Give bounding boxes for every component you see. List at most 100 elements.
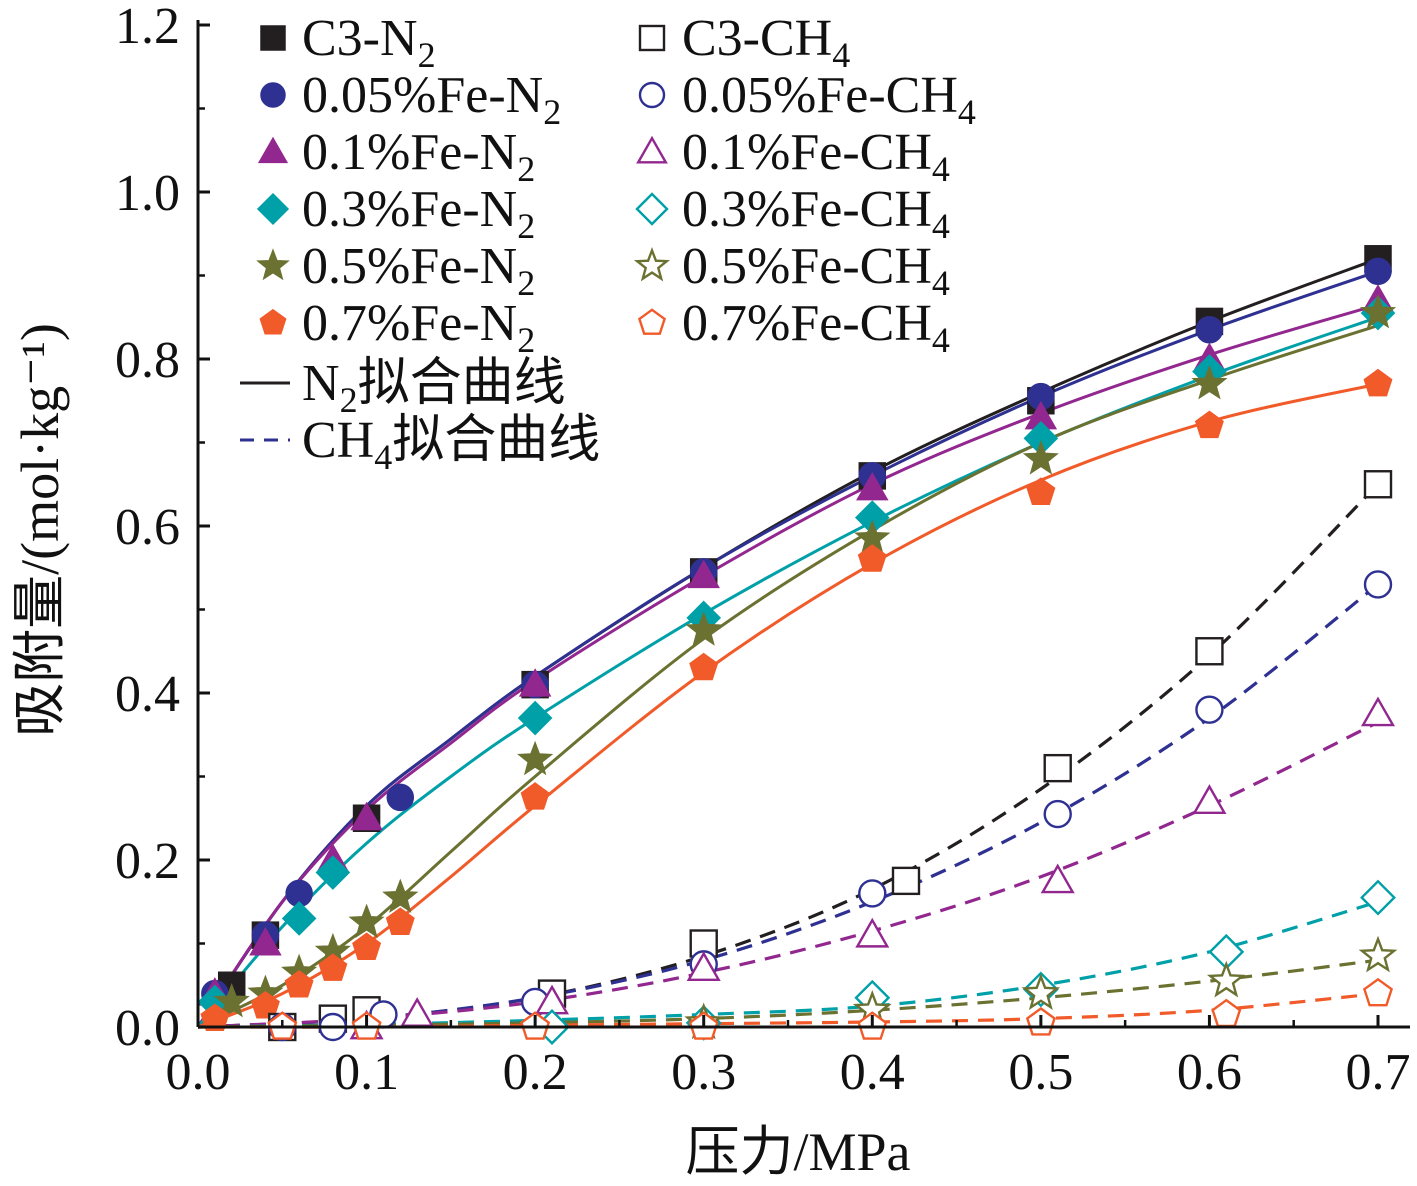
- data-point: [891, 866, 921, 896]
- legend-item-0-1pctfe-ch4: 0.1%Fe-CH4: [636, 124, 950, 189]
- data-point: [856, 471, 889, 501]
- fit-curve-0-05pctfe-n2: [196, 269, 1379, 1028]
- legend-marker: [256, 192, 290, 226]
- data-point: [517, 700, 553, 736]
- data-point: [1360, 879, 1396, 916]
- legend-item-0-3pctfe-n2: 0.3%Fe-N2: [256, 181, 535, 246]
- data-point: [1211, 998, 1242, 1028]
- legend-marker: [257, 136, 289, 164]
- legend-fit-solid: N2拟合曲线: [240, 355, 566, 420]
- data-point: [685, 611, 722, 646]
- legend-marker: [633, 247, 671, 282]
- legend-label: 0.7%Fe-CH4: [682, 295, 950, 360]
- data-point: [1040, 863, 1075, 894]
- data-point: [1191, 364, 1228, 400]
- y-tick-label: 1.0: [115, 165, 180, 222]
- legend-item-0-05pctfe-n2: 0.05%Fe-N2: [260, 67, 561, 132]
- data-point: [386, 783, 415, 812]
- legend-label: 0.5%Fe-N2: [302, 238, 535, 303]
- legend-label: 0.05%Fe-CH4: [682, 67, 976, 132]
- data-point: [1364, 257, 1392, 286]
- legend-marker: [637, 308, 667, 335]
- data-point: [1043, 799, 1072, 829]
- data-point: [1043, 753, 1072, 783]
- data-point: [1195, 695, 1224, 724]
- data-point: [400, 997, 435, 1027]
- data-point: [1362, 977, 1394, 1007]
- data-point: [855, 917, 890, 948]
- data-point: [1021, 973, 1061, 1011]
- legend-label: 0.3%Fe-CH4: [682, 181, 950, 246]
- legend-label: CH4拟合曲线: [302, 412, 600, 477]
- data-point: [1192, 784, 1227, 814]
- axes: 0.0 0.2 0.4 0.6 0.8 1.0 1.2 0.0 0.1 0.2 0.3 0.4 0.5 0…: [10, 0, 1411, 1182]
- data-point: [1363, 570, 1393, 599]
- legend-label: 0.05%Fe-N2: [302, 67, 561, 132]
- data-point: [352, 932, 382, 960]
- legend-label: C3-N2: [302, 10, 436, 75]
- fit-curve-0-1pctfe-ch4: [197, 720, 1379, 1029]
- data-point: [382, 878, 419, 913]
- data-point: [385, 907, 415, 935]
- data-point: [858, 879, 887, 908]
- data-point: [1022, 440, 1059, 475]
- x-tick-label: 0.6: [1177, 1044, 1242, 1101]
- legend-item-c3-ch4: C3-CH4: [638, 10, 850, 75]
- data-point: [250, 990, 280, 1019]
- data-points: [197, 245, 1398, 1045]
- fit-curve-0-5pctfe-n2: [197, 324, 1379, 1029]
- legend-label: 0.3%Fe-N2: [302, 181, 535, 246]
- data-point: [687, 559, 720, 589]
- x-tick-label: 0.0: [166, 1044, 231, 1101]
- legend-item-c3-n2: C3-N2: [260, 10, 436, 75]
- x-axis-title: 压力/MPa: [685, 1122, 910, 1181]
- data-point: [318, 953, 348, 981]
- data-point: [1360, 696, 1396, 727]
- legend-item-0-05pctfe-ch4: 0.05%Fe-CH4: [638, 67, 976, 132]
- legend-item-0-5pctfe-n2: 0.5%Fe-N2: [256, 238, 535, 303]
- data-point: [1206, 960, 1246, 998]
- x-tick-label: 0.1: [334, 1044, 399, 1101]
- data-point: [1195, 637, 1224, 666]
- x-tick-label: 0.7: [1346, 1044, 1411, 1101]
- legend-item-0-7pctfe-ch4: 0.7%Fe-CH4: [637, 295, 950, 360]
- data-point: [315, 855, 351, 890]
- legend: C3-N20.05%Fe-N20.1%Fe-N20.3%Fe-N20.5%Fe-…: [240, 10, 976, 477]
- y-tick-label: 0.8: [115, 332, 180, 389]
- x-tick-label: 0.5: [1008, 1044, 1073, 1101]
- data-point: [348, 903, 385, 939]
- series-0-7pctfe-n2: [200, 368, 1393, 1031]
- legend-fit-dashed: CH4拟合曲线: [240, 412, 600, 477]
- series-0-1pctfe-ch4: [349, 696, 1396, 1040]
- legend-item-0-1pctfe-n2: 0.1%Fe-N2: [257, 124, 535, 189]
- legend-label: 0.5%Fe-CH4: [682, 238, 950, 303]
- data-point: [1363, 470, 1393, 499]
- legend-marker: [638, 24, 666, 52]
- data-point: [1363, 368, 1393, 397]
- series-0-3pctfe-ch4: [534, 879, 1396, 1045]
- data-point: [518, 668, 552, 697]
- data-point: [517, 740, 554, 776]
- legend-label: N2拟合曲线: [302, 355, 566, 420]
- data-point: [689, 652, 719, 681]
- data-point: [284, 970, 314, 998]
- data-point: [213, 982, 250, 1018]
- legend-item-0-3pctfe-ch4: 0.3%Fe-CH4: [635, 181, 950, 246]
- y-tick-label: 0.4: [115, 666, 180, 723]
- data-point: [1026, 477, 1056, 505]
- data-point: [520, 782, 550, 810]
- y-tick-label: 0.2: [115, 833, 180, 890]
- y-tick-label: 0.0: [115, 1000, 180, 1057]
- data-point: [1359, 294, 1397, 329]
- x-tick-label: 0.2: [503, 1044, 568, 1101]
- data-point: [350, 801, 383, 831]
- legend-label: 0.1%Fe-N2: [302, 124, 535, 189]
- legend-label: C3-CH4: [682, 10, 850, 75]
- legend-marker: [635, 192, 669, 226]
- legend-marker: [260, 82, 286, 108]
- fit-curve-0-1pctfe-n2: [196, 303, 1379, 1028]
- data-point: [281, 901, 317, 936]
- data-point: [1194, 410, 1224, 439]
